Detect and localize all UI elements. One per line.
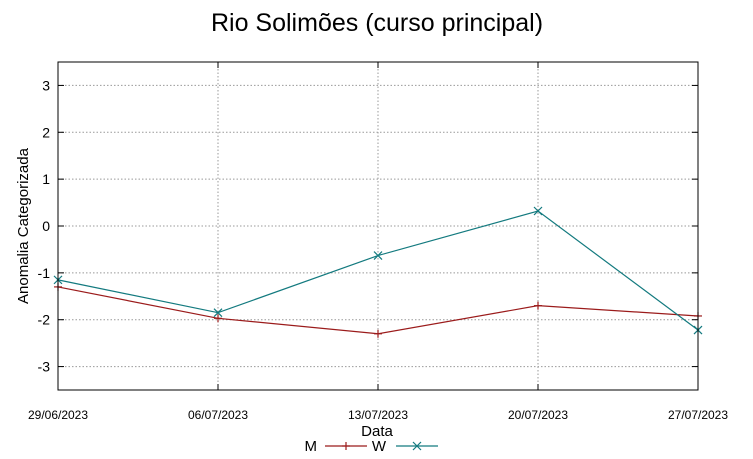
y-tick-label: 1 <box>42 171 50 187</box>
y-tick-label: -3 <box>38 359 51 375</box>
y-tick-label: 2 <box>42 124 50 140</box>
data-point-W <box>533 206 543 216</box>
x-tick-label: 29/06/2023 <box>28 408 88 422</box>
y-axis-label: Anomalia Categorizada <box>15 147 32 304</box>
cross-marker <box>412 441 422 451</box>
data-point-W <box>373 251 383 260</box>
data-point-W <box>213 308 223 318</box>
legend-label-W: W <box>372 438 387 455</box>
y-axis-ticks: 3 2 1 0 -1 -2 -3 <box>38 77 698 375</box>
y-tick-label: -2 <box>38 312 51 328</box>
data-point-M <box>374 329 382 338</box>
x-tick-label: 06/07/2023 <box>188 408 248 422</box>
x-tick-label: 27/07/2023 <box>668 408 728 422</box>
x-tick-label: 20/07/2023 <box>508 408 568 422</box>
y-tick-label: 3 <box>42 77 50 93</box>
y-tick-label: -1 <box>38 265 51 281</box>
x-axis-ticks: 29/06/2023 06/07/2023 13/07/2023 20/07/2023… <box>28 62 728 422</box>
data-point-M <box>214 314 222 323</box>
grid <box>58 62 698 390</box>
x-axis-label: Data <box>361 423 393 440</box>
y-tick-label: 0 <box>42 218 50 234</box>
plot-frame <box>57 61 699 391</box>
series-line-W <box>57 210 699 331</box>
legend-label-M: M <box>305 438 318 455</box>
data-point-M <box>534 301 542 310</box>
x-tick-label: 13/07/2023 <box>348 408 408 422</box>
chart-title: Rio Solimões (curso principal) <box>211 9 543 37</box>
plus-marker <box>342 442 350 450</box>
